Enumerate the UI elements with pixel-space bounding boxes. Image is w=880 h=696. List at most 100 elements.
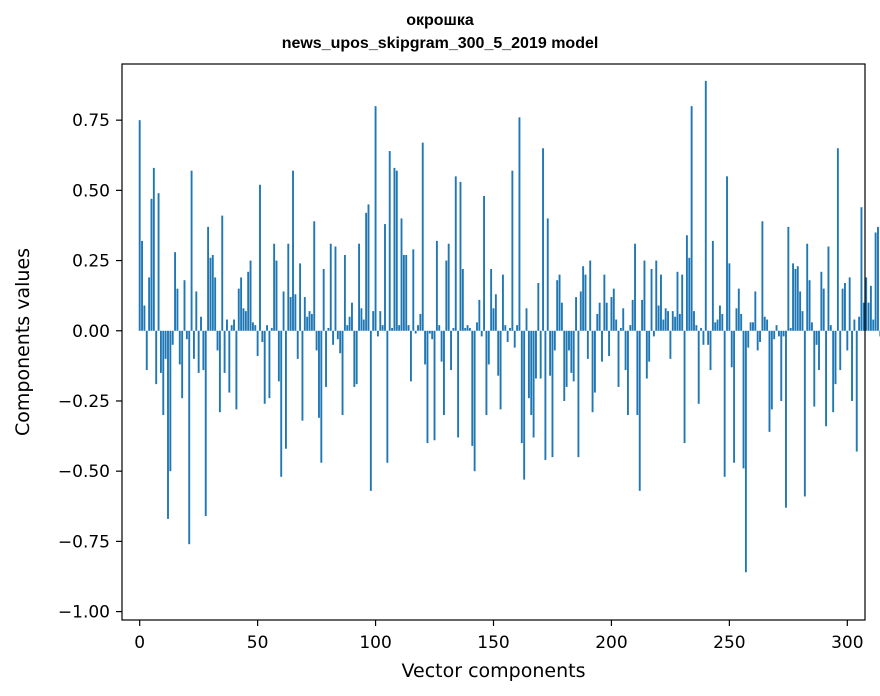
bar [655,260,658,331]
bar [518,117,521,331]
bar [619,327,622,331]
bar [794,268,797,331]
bar [535,330,537,379]
bar [428,330,431,334]
bar [568,330,570,351]
bar [384,224,386,331]
bar [315,330,318,351]
bar [197,330,200,373]
bar [369,330,372,491]
bar [660,274,662,331]
bar [544,330,547,460]
bar [152,167,155,331]
bar [683,330,686,444]
bar [770,330,773,410]
bar [589,260,592,331]
bar [251,322,254,331]
bar [226,319,228,331]
bar [301,330,304,421]
y-tick-label: 0.25 [72,252,110,272]
bar [473,330,476,472]
bar [327,327,330,331]
bar [558,274,561,331]
bar [433,330,436,441]
bar [374,106,377,331]
bar [744,330,747,573]
bar [815,330,818,345]
bar [424,330,427,365]
y-axis-label: Components values [12,248,34,436]
bar [759,330,761,342]
bar [605,302,608,331]
bar [704,80,707,331]
bar [339,330,342,354]
bar [308,311,311,331]
bar [395,170,398,331]
bar [195,291,198,331]
bar [310,313,313,331]
bar [164,330,167,359]
bar [735,308,738,331]
bar [657,305,660,331]
bar [431,330,434,340]
bar [174,252,177,331]
bar [737,288,740,331]
bar [671,311,674,331]
bar [268,330,271,399]
bar [162,330,165,416]
bar [601,330,603,362]
bar [839,330,842,371]
bar [591,330,594,413]
bar [188,330,191,545]
bar [171,330,174,345]
bar [414,330,417,334]
bar [598,302,601,331]
bar [695,325,698,331]
x-tick-label: 150 [477,633,509,653]
bar [603,274,606,331]
bar [485,330,488,416]
bar [426,330,429,444]
bar [313,221,316,331]
bar [520,330,523,444]
bar [617,330,620,387]
bar [662,319,665,331]
bar [697,330,700,404]
bar [266,325,269,331]
bar [351,302,353,331]
bar [398,325,401,331]
bar [664,308,667,331]
bar [860,207,863,331]
bar [228,330,231,393]
bar [785,330,787,508]
x-tick-label: 50 [247,633,269,653]
bar [261,330,264,342]
bar [445,260,448,331]
bar [454,176,457,331]
bar [563,330,566,401]
bar [292,170,294,331]
bar [461,268,464,331]
bar [530,330,533,416]
bar [610,297,613,331]
bar [525,308,528,331]
bar [405,254,408,331]
bar [159,330,162,373]
bar [820,271,823,331]
bar [615,319,618,331]
bar [523,330,526,480]
bar [464,327,467,331]
bar [487,330,490,365]
y-tick-label: −0.25 [58,392,110,412]
y-tick-label: 0.50 [72,181,110,201]
bar [634,243,636,331]
bar [360,308,363,331]
bar [402,254,405,331]
bar [365,212,368,331]
bar [827,246,830,331]
bar [318,330,320,418]
bar [629,325,632,331]
bar [810,322,813,331]
bar [341,330,344,416]
bar [553,330,556,351]
